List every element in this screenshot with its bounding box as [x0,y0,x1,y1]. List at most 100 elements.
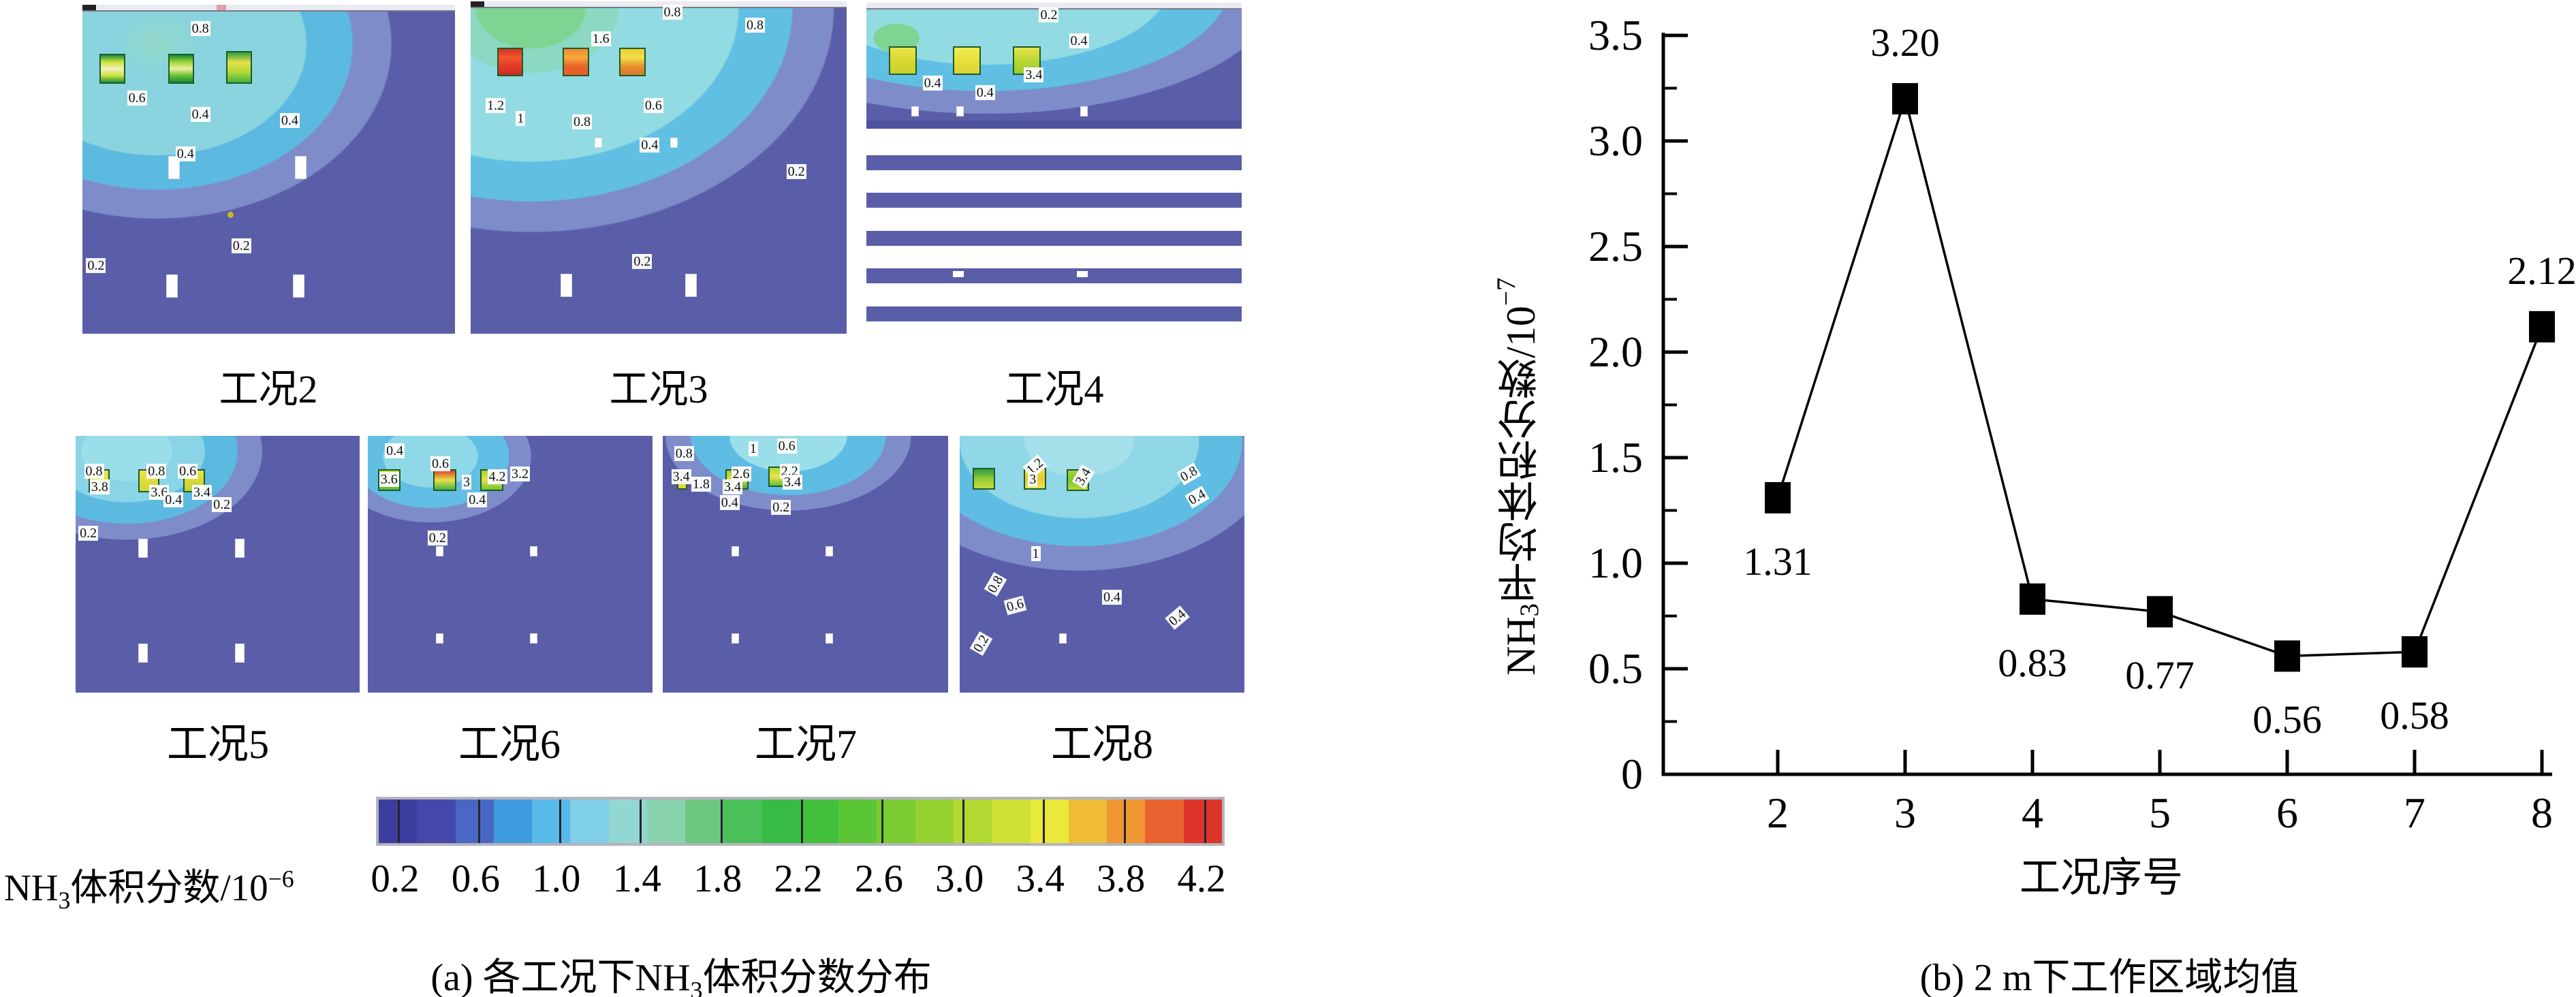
vent-mark [138,538,148,558]
contour-value-label: 0.4 [279,113,300,129]
contour-value-label: 0.4 [175,146,195,161]
colorbar-segment [685,800,724,843]
contour-panel-case3: 0.8 1.6 0.8 1.2 1 0.8 0.6 0.4 0.2 0.2 [471,1,847,334]
vent-mark [168,156,180,180]
contour-value-label: 3.8 [89,479,110,495]
vent-mark [956,106,964,117]
contour-value-label: 0.2 [212,497,232,513]
server-rack [972,468,996,490]
figure-a-caption: (a) 各工况下NH3体积分数分布 [430,957,932,997]
contour-value-label: 0.4 [385,443,405,459]
colorbar-segment [915,800,954,843]
contour-value-label: 0.6 [178,464,198,479]
y-tick-label: 2.0 [1588,328,1643,376]
y-tick-label: 2.5 [1588,222,1643,270]
x-tick-label: 2 [1767,789,1789,837]
contour-panel-case5: 0.8 3.8 0.8 0.6 3.6 0.4 3.4 0.2 0.2 [76,436,360,693]
data-point-value-label: 3.20 [1870,20,1940,65]
contour-value-label: 3 [461,474,471,490]
server-rack [497,48,524,76]
colorbar-segment [1183,800,1222,843]
colorbar-tick-label: 1.8 [693,857,742,900]
panel-caption-case2: 工况2 [219,367,318,411]
panel-top-edge [471,1,847,8]
colorbar-segment [1030,800,1069,843]
contour-value-label: 2.6 [731,466,751,482]
colorbar-separator [640,800,642,843]
contour-value-label: 0.2 [78,525,99,541]
vent-mark [234,644,245,663]
contour-panel-case6: 0.4 0.6 3.6 3 4.2 3.2 0.4 0.2 [368,436,653,693]
colorbar-separator [478,800,481,843]
case4-floor-stripe [866,268,1242,283]
colorbar-segment [800,800,839,843]
data-point-value-label: 1.31 [1743,539,1812,584]
contour-value-label: 1 [748,441,758,456]
contour-value-label: 0.2 [231,238,251,253]
contour-value-label: 0.8 [674,446,694,462]
contour-value-label: 1 [1031,546,1041,562]
contour-panel-case7: 0.8 1 0.6 3.4 1.8 2.6 2.2 3.4 3.4 0.4 0.2 [663,436,948,693]
colorbar-segment [838,800,877,843]
colorbar-separator [801,800,803,843]
contour-value-label: 0.6 [127,90,147,106]
colorbar-tick-label: 4.2 [1177,857,1226,900]
case4-floor-stripe [866,155,1242,170]
contour-value-label: 0.6 [643,97,663,113]
contour-value-label: 0.6 [776,438,797,454]
contour-value-label: 0.4 [1165,605,1190,631]
colorbar-separator [397,800,400,843]
vent-mark [731,633,739,644]
vent-mark [530,633,538,644]
x-tick-label: 6 [2276,789,2298,837]
colorbar-separator [962,800,964,843]
colorbar-segment [493,800,533,843]
y-tick-label: 3.0 [1588,116,1643,165]
case4-floor-stripe [866,306,1242,321]
contour-value-label: 0.8 [146,464,167,479]
server-rack [225,50,252,84]
colorbar-tick-label: 1.0 [532,857,581,900]
contour-value-label: 4.2 [487,469,507,484]
y-tick-label: 3.5 [1588,11,1643,59]
contour-value-label: 3.4 [722,479,742,495]
server-rack [952,46,981,75]
contour-value-label: 0.4 [190,106,210,122]
data-point-marker [1765,481,1791,513]
y-axis-title: NH3平均体积分数/10−7 [1492,277,1544,676]
data-point-marker [2274,640,2300,672]
vent-mark [825,546,833,557]
line-chart-canvas [1661,33,2555,776]
panel-caption-case6: 工况6 [458,722,561,767]
panel-caption-case8: 工况8 [1051,722,1153,767]
y-tick-label: 1.0 [1588,539,1643,587]
y-tick-label: 0 [1621,750,1643,798]
contour-value-label: 0.2 [771,500,791,516]
contour-value-label: 0.2 [969,631,992,656]
colorbar [376,797,1225,846]
contour-value-label: 0.4 [467,492,488,507]
contour-value-label: 1.8 [691,477,711,492]
colorbar-segment [646,800,686,843]
vent-mark [138,644,148,663]
x-tick-label: 4 [2022,789,2043,837]
contour-panel-case4: 0.2 0.4 3.4 0.4 0.4 [866,3,1242,129]
colorbar-segment [1145,800,1184,843]
colorbar-separator [1043,800,1046,843]
y-tick-label: 1.5 [1588,433,1643,481]
server-rack [563,48,589,76]
panel-caption-case5: 工况5 [167,722,269,767]
colorbar-tick-label: 3.8 [1096,857,1146,900]
vent-mark [293,274,305,298]
server-rack [433,469,456,492]
contour-value-label: 0.8 [572,114,593,129]
contour-value-label: 0.6 [1003,595,1027,615]
colorbar-tick-label: 2.2 [774,857,823,900]
data-point-value-label: 0.83 [1998,640,2067,685]
server-rack [619,48,646,76]
colorbar-segment [723,800,762,843]
case4-floor-stripe [866,231,1242,246]
contour-value-label: 3.6 [379,471,399,487]
vent-mark [166,274,178,298]
server-rack [168,54,195,84]
